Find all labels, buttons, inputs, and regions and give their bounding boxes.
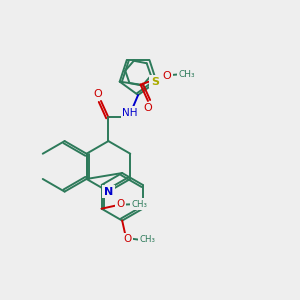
Text: O: O xyxy=(94,88,102,98)
Text: O: O xyxy=(162,71,171,81)
Text: CH₃: CH₃ xyxy=(179,70,196,79)
Text: O: O xyxy=(123,234,132,244)
Text: O: O xyxy=(144,103,152,113)
Text: NH: NH xyxy=(122,108,138,118)
Text: CH₃: CH₃ xyxy=(139,236,155,244)
Text: N: N xyxy=(104,187,113,196)
Text: O: O xyxy=(116,199,124,209)
Text: CH₃: CH₃ xyxy=(132,200,148,209)
Text: S: S xyxy=(151,77,159,87)
